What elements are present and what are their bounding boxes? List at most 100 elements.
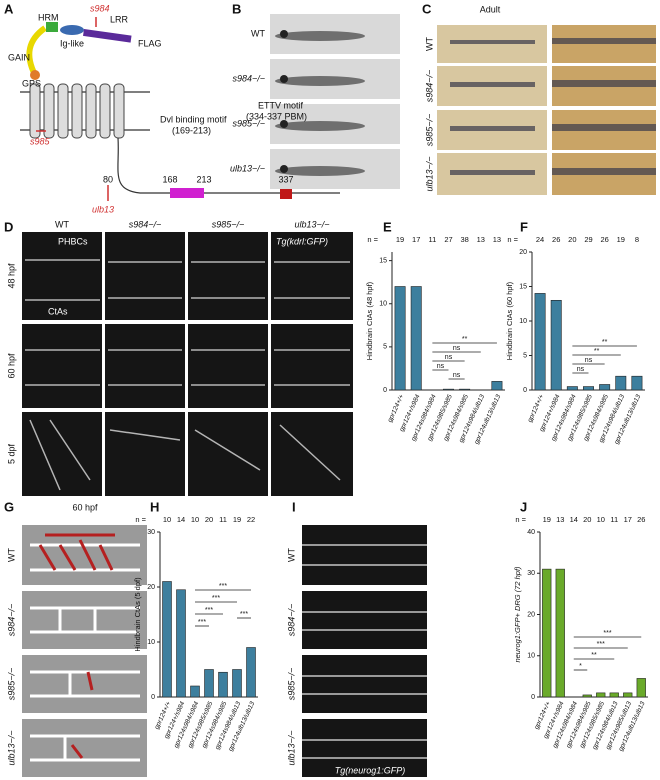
- significance-label: ***: [198, 619, 206, 626]
- bar: [162, 581, 172, 698]
- genotype-label: ulb13−/−: [286, 730, 296, 765]
- y-tick-label: 10: [147, 639, 155, 646]
- domain-label: GPS: [22, 78, 41, 88]
- genotype-label: WT: [6, 548, 16, 562]
- vessel-traces: [25, 259, 350, 491]
- y-tick-label: 5: [523, 352, 527, 359]
- vessel-images: [22, 232, 353, 496]
- significance-label: ns: [453, 372, 461, 379]
- genotype-label: WT: [286, 548, 296, 562]
- significance-label: ***: [219, 583, 227, 590]
- motif-label: Dvl binding motif: [160, 114, 227, 124]
- n-value: 11: [428, 235, 436, 244]
- y-tick-label: 40: [527, 529, 535, 536]
- y-tick-label: 15: [379, 257, 387, 264]
- significance-label: **: [462, 336, 468, 343]
- n-value: 14: [570, 515, 578, 524]
- n-value: 11: [610, 515, 618, 524]
- column-label: s984−/−: [129, 219, 162, 229]
- panel-title: 60 hpf: [72, 502, 98, 512]
- domain-label: Ig-like: [60, 38, 84, 48]
- n-label: n =: [367, 235, 378, 244]
- motif-label: (334-337 PBM): [246, 111, 307, 121]
- significance-label: ns: [453, 345, 461, 352]
- bar: [246, 647, 256, 698]
- genotype-label: WT: [251, 28, 265, 38]
- bar: [596, 692, 606, 698]
- significance-label: ns: [437, 363, 445, 370]
- n-value: 20: [583, 515, 591, 524]
- domain-label: FLAG: [138, 38, 162, 48]
- y-tick-label: 20: [147, 584, 155, 591]
- column-label: s985−/−: [212, 219, 245, 229]
- y-tick-label: 20: [519, 249, 527, 256]
- column-label: ulb13−/−: [294, 219, 329, 229]
- n-value: 26: [600, 235, 608, 244]
- ettv-motif: [280, 187, 292, 199]
- dvl-motif: [170, 188, 204, 198]
- significance-label: ***: [597, 641, 605, 648]
- n-value: 17: [412, 235, 420, 244]
- y-tick-label: 15: [519, 283, 527, 290]
- panel-label: H: [150, 499, 159, 514]
- allele-label: ulb13: [92, 204, 114, 214]
- n-label: n =: [135, 515, 146, 524]
- significance-label: ***: [212, 595, 220, 602]
- bar: [176, 589, 186, 698]
- lrr-domain: [83, 28, 132, 43]
- panel-label: I: [292, 499, 296, 514]
- position-label: 168: [162, 174, 177, 184]
- significance-label: ns: [577, 366, 585, 373]
- gps-site: [30, 70, 40, 80]
- row-label: 48 hpf: [6, 263, 16, 289]
- bar: [491, 381, 503, 391]
- significance-label: ***: [603, 630, 611, 637]
- bar: [190, 685, 200, 698]
- allele-label: s985: [30, 136, 51, 146]
- genotype-label: s984−/−: [6, 604, 16, 637]
- y-axis-label: Hindbrain CtAs (48 hpf): [365, 281, 374, 360]
- n-value: 27: [444, 235, 452, 244]
- bar: [443, 388, 454, 391]
- genotype-label: s985−/−: [6, 668, 16, 701]
- larva-images: [270, 14, 400, 189]
- n-value: 13: [493, 235, 501, 244]
- y-tick-label: 10: [527, 653, 535, 660]
- bar: [394, 286, 406, 391]
- y-tick-label: 30: [147, 529, 155, 536]
- genotype-label: s985−/−: [232, 118, 265, 128]
- n-value: 17: [624, 515, 632, 524]
- genotype-label: WT: [424, 37, 434, 51]
- significance-label: ns: [585, 357, 593, 364]
- domain-label: LRR: [110, 14, 129, 24]
- bar: [534, 293, 546, 391]
- n-value: 8: [635, 235, 639, 244]
- tm-helices: [29, 83, 125, 139]
- n-value: 19: [233, 515, 241, 524]
- n-value: 38: [460, 235, 468, 244]
- n-value: 22: [247, 515, 255, 524]
- y-tick-label: 0: [383, 387, 387, 394]
- n-value: 19: [396, 235, 404, 244]
- position-label: 337: [278, 174, 293, 184]
- significance-label: ns: [445, 354, 453, 361]
- row-label: 5 dpf: [6, 443, 16, 464]
- genotype-label: s984−/−: [286, 604, 296, 637]
- transgene-label: Tg(kdrl:GFP): [276, 236, 328, 246]
- transgene-label: Tg(neurog1:GFP): [335, 765, 406, 775]
- n-value: 29: [584, 235, 592, 244]
- y-tick-label: 10: [379, 301, 387, 308]
- panel-label: B: [232, 1, 241, 16]
- annotation: CtAs: [48, 306, 68, 316]
- position-label: 213: [196, 174, 211, 184]
- bar: [204, 669, 214, 698]
- panel-label: A: [4, 1, 14, 16]
- n-value: 24: [536, 235, 544, 244]
- panel-label: F: [520, 219, 528, 234]
- genotype-label: s984−/−: [424, 70, 434, 103]
- schematic-images: [22, 525, 147, 777]
- n-value: 20: [205, 515, 213, 524]
- n-value: 13: [556, 515, 564, 524]
- bar: [583, 386, 594, 391]
